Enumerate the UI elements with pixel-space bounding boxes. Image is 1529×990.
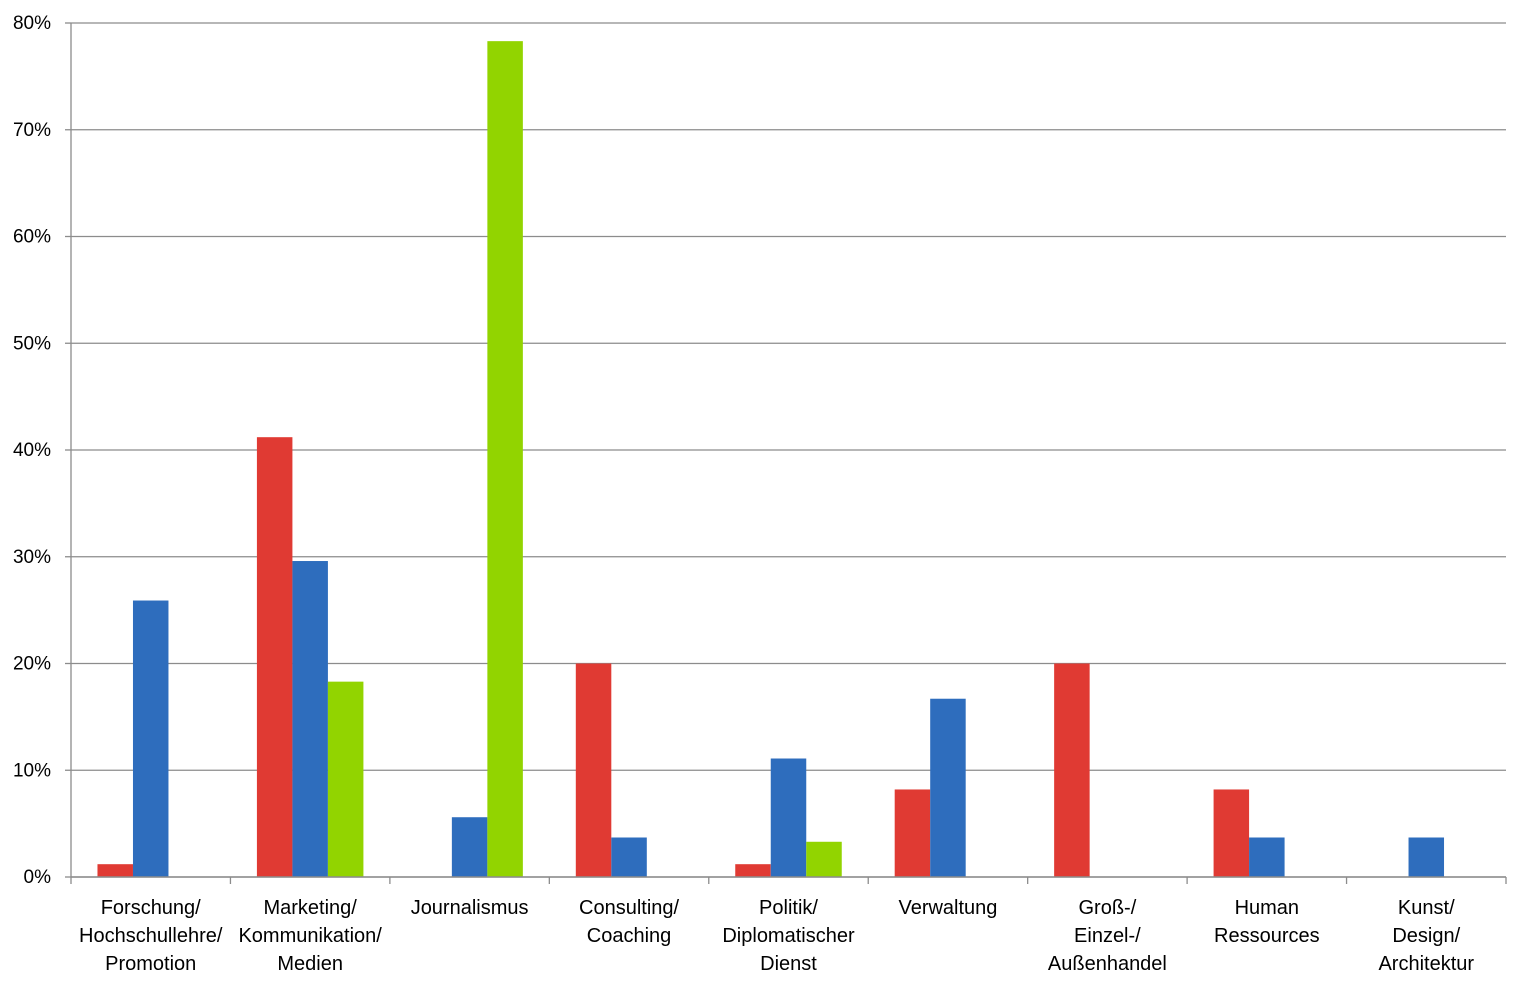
- y-tick-label: 0%: [24, 867, 52, 888]
- bar-series3-cat3: [487, 41, 523, 877]
- y-tick-label: 70%: [13, 120, 51, 141]
- bar-series1-cat5: [735, 864, 771, 877]
- y-tick-label: 80%: [13, 13, 51, 34]
- x-category-label-line: Dienst: [760, 953, 817, 975]
- x-category-label-line: Groß-/: [1078, 897, 1136, 919]
- x-category-label: Politik/Diplomatischer Dienst: [722, 897, 855, 975]
- x-axis-category-labels: Forschung/Hochschullehre/PromotionMarket…: [79, 897, 1474, 975]
- bar-series3-cat2: [327, 681, 364, 877]
- y-axis-tick-labels: 0% 10% 20% 30% 40% 50% 60% 70% 80%: [13, 13, 51, 888]
- y-tick-label: 50%: [13, 333, 51, 354]
- y-tick-label: 40%: [13, 440, 51, 461]
- x-category-label-line: Marketing/: [263, 897, 357, 919]
- y-tick-label: 10%: [13, 760, 51, 781]
- y-tick-label: 60%: [13, 227, 51, 248]
- bar-series2-cat3: [451, 817, 488, 877]
- x-category-label-line: Politik/: [759, 897, 818, 919]
- bar-series3-cat5: [806, 841, 842, 877]
- x-category-label: Kunst/Design/Architektur: [1378, 897, 1474, 975]
- x-category-label-line: Einzel-/: [1074, 925, 1141, 947]
- x-category-label-line: Verwaltung: [898, 897, 997, 919]
- x-category-label: Groß-/ Einzel-/ Außenhandel: [1048, 897, 1167, 975]
- x-category-label: Forschung/Hochschullehre/Promotion: [79, 897, 223, 975]
- x-category-label-line: Human: [1235, 897, 1299, 919]
- x-category-label-line: Journalismus: [411, 897, 529, 919]
- bar-series1-cat1: [97, 864, 133, 877]
- x-category-label-line: Kunst/: [1398, 897, 1455, 919]
- bar-series1-cat8: [1213, 789, 1250, 877]
- bar-series2-cat4: [611, 837, 647, 877]
- bar-series2-cat8: [1249, 837, 1285, 877]
- x-category-label-line: Ressources: [1214, 925, 1320, 947]
- x-category-label: Consulting/Coaching: [579, 897, 680, 947]
- x-category-label: Marketing/Kommunikation/Medien: [238, 897, 382, 975]
- x-category-label-line: Hochschullehre/: [79, 925, 223, 947]
- x-axis: [70, 876, 1507, 884]
- x-category-label-line: Consulting/: [579, 897, 680, 919]
- x-category-label-line: Forschung/: [101, 897, 201, 919]
- x-category-label-line: Diplomatischer: [722, 925, 855, 947]
- x-category-label: Journalismus: [411, 897, 529, 919]
- bar-series2-cat5: [770, 758, 807, 877]
- bar-series2-cat9: [1408, 837, 1445, 877]
- x-category-label-line: Coaching: [587, 925, 672, 947]
- x-category-label-line: Medien: [277, 953, 343, 975]
- bar-series1-cat6: [894, 789, 931, 877]
- bar-series1-cat4: [575, 663, 612, 877]
- x-category-label-line: Außenhandel: [1048, 953, 1167, 975]
- bar-series2-cat1: [132, 600, 169, 877]
- x-category-label: Human Ressources: [1214, 897, 1320, 947]
- x-category-label-line: Architektur: [1378, 953, 1474, 975]
- x-category-label-line: Kommunikation/: [238, 925, 382, 947]
- bar-series1-cat2: [256, 437, 293, 877]
- x-category-label-line: Design/: [1392, 925, 1460, 947]
- bars: [97, 41, 1445, 877]
- bar-series2-cat6: [930, 698, 966, 877]
- bar-series2-cat2: [292, 561, 328, 877]
- bar-series1-cat7: [1054, 663, 1090, 877]
- x-category-label: Verwaltung: [898, 897, 997, 919]
- y-tick-label: 30%: [13, 547, 51, 568]
- y-tick-label: 20%: [13, 654, 51, 675]
- x-category-label-line: Promotion: [105, 953, 196, 975]
